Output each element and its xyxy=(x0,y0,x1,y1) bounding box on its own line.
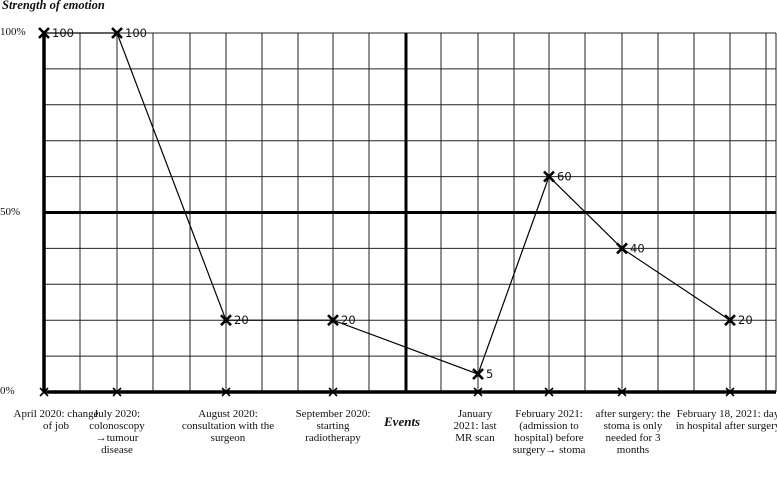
x-tick-label-2: August 2020: consultation with the surge… xyxy=(181,408,275,444)
x-axis-title: Events xyxy=(384,414,421,429)
emotion-line xyxy=(44,32,731,375)
data-label-1: 100 xyxy=(125,26,147,40)
data-point-3 xyxy=(327,314,339,327)
data-points xyxy=(38,27,736,397)
data-point-6 xyxy=(616,242,628,255)
x-tick-label-1: July 2020: colonoscopy →tumour disease xyxy=(89,408,145,456)
x-tick-mark-0 xyxy=(39,387,49,397)
axes xyxy=(42,31,776,394)
data-point-7 xyxy=(724,314,736,327)
data-label-7: 20 xyxy=(738,313,753,327)
x-tick-label-5: February 2021: (admission to hospital) b… xyxy=(512,408,586,456)
data-label-0: 100 xyxy=(52,26,74,40)
y-tick-label-1: 50% xyxy=(0,205,21,218)
x-tick-label-4: January 2021: last MR scan xyxy=(453,408,497,444)
data-point-4 xyxy=(472,368,484,380)
data-point-5 xyxy=(543,170,555,183)
y-tick-label-2: 100% xyxy=(0,26,26,38)
x-tick-mark-1 xyxy=(112,387,122,397)
x-tick-mark-7 xyxy=(725,387,735,397)
x-tick-label-6: after surgery: the stoma is only needed … xyxy=(595,408,671,456)
y-tick-label-0: 0% xyxy=(0,385,15,397)
data-label-5: 60 xyxy=(557,170,572,184)
y-axis-title: Strength of emotion xyxy=(2,0,105,12)
data-label-3: 20 xyxy=(341,313,356,327)
data-point-0 xyxy=(38,27,50,39)
data-point-2 xyxy=(220,314,232,327)
data-point-1 xyxy=(111,27,123,39)
data-label-4: 5 xyxy=(486,367,493,381)
x-tick-label-7: February 18, 2021: day in hospital after… xyxy=(675,408,777,432)
data-label-2: 20 xyxy=(234,313,249,327)
x-tick-label-3: September 2020: starting radiotherapy xyxy=(295,408,371,444)
data-labels: 100 100 20 20 5 60 40 20 xyxy=(52,26,753,381)
x-tick-mark-5 xyxy=(544,387,554,397)
x-tick-mark-2 xyxy=(221,387,231,397)
x-tick-mark-4 xyxy=(473,387,483,397)
x-tick-mark-3 xyxy=(328,387,338,397)
x-tick-mark-6 xyxy=(617,387,627,397)
x-tick-label-0: April 2020: change of job xyxy=(13,408,99,432)
emotion-series xyxy=(44,32,731,375)
data-label-6: 40 xyxy=(630,241,645,255)
